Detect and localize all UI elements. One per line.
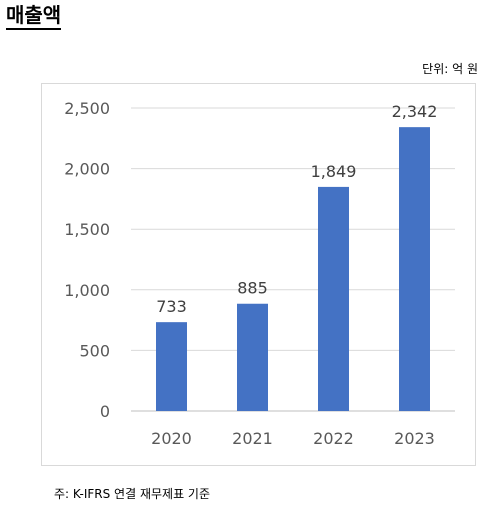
bar-2021	[237, 303, 268, 411]
y-axis-ticks: 0 500 1,000 1,500 2,000 2,500	[64, 99, 110, 421]
y-tick-label: 1,500	[64, 220, 110, 239]
y-tick-label: 1,000	[64, 281, 110, 300]
y-tick-label: 2,500	[64, 99, 110, 118]
bars	[156, 127, 430, 411]
x-tick-label-2023: 2023	[394, 429, 435, 448]
data-label-2023: 2,342	[392, 102, 438, 121]
y-tick-label: 0	[100, 402, 110, 421]
unit-label: 단위: 억 원	[422, 62, 478, 76]
data-label-2020: 733	[156, 297, 187, 316]
bar-2020	[156, 322, 187, 411]
footnote: 주: K-IFRS 연결 재무제표 기준	[54, 487, 210, 501]
chart-frame	[41, 83, 476, 466]
chart-heading: 매출액	[6, 2, 62, 30]
bar-2022	[318, 186, 349, 411]
x-axis-ticks: 2020 2021 2022 2023	[151, 429, 435, 448]
data-labels: 733 885 1,849 2,342	[156, 102, 437, 316]
y-tick-label: 500	[79, 341, 110, 360]
data-label-2021: 885	[237, 279, 268, 298]
data-label-2022: 1,849	[311, 162, 357, 181]
bar-2023	[399, 127, 430, 411]
x-tick-label-2020: 2020	[151, 429, 192, 448]
y-tick-label: 2,000	[64, 160, 110, 179]
x-tick-label-2021: 2021	[232, 429, 273, 448]
x-tick-label-2022: 2022	[313, 429, 354, 448]
